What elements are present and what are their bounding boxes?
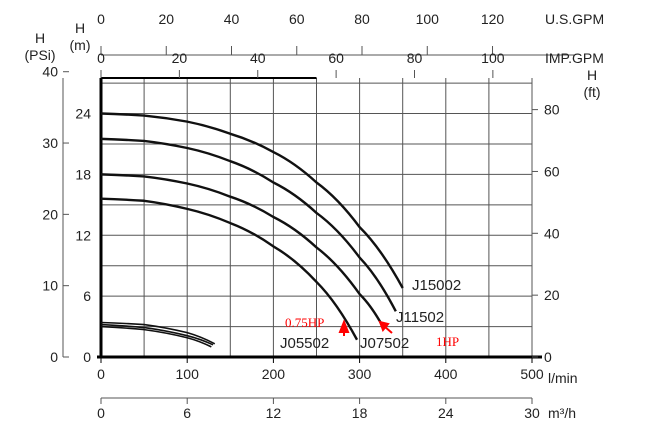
m-tick-label: 0 xyxy=(83,349,91,365)
psi-label-unit: (PSi) xyxy=(24,47,55,63)
curve-label-j07502: J07502 xyxy=(360,335,409,352)
m-label-unit: (m) xyxy=(70,37,91,53)
m3h-label: m³/h xyxy=(548,405,576,421)
usgpm-tick-label: 40 xyxy=(224,11,240,27)
usgpm-tick-label: 100 xyxy=(416,11,440,27)
curve-j15002 xyxy=(100,112,404,289)
ft-tick-label: 60 xyxy=(544,163,560,179)
m3h-tick-label: 24 xyxy=(438,405,454,421)
impgpm-label: IMP.GPM xyxy=(545,50,604,66)
usgpm-tick-label: 80 xyxy=(354,11,370,27)
m3h-tick-label: 30 xyxy=(524,405,540,421)
usgpm-tick-label: 0 xyxy=(97,11,105,27)
impgpm-tick-label: 80 xyxy=(407,50,423,66)
curve-label-j15002: J15002 xyxy=(412,277,461,294)
curve-small-5 xyxy=(100,323,214,346)
m3h-tick-label: 6 xyxy=(183,405,191,421)
ft-tick-label: 20 xyxy=(544,287,560,303)
impgpm-tick-label: 100 xyxy=(481,50,505,66)
psi-tick-label: 20 xyxy=(42,206,58,222)
curves xyxy=(100,112,404,348)
psi-tick-label: 40 xyxy=(42,64,58,80)
m3h-tick-label: 18 xyxy=(352,405,368,421)
psi-tick-label: 0 xyxy=(50,349,58,365)
m3h-tick-label: 0 xyxy=(97,405,105,421)
arrow-icon xyxy=(378,320,393,334)
m-label-h: H xyxy=(75,20,85,36)
arrow-icon xyxy=(338,319,350,336)
x-tick-label: 400 xyxy=(434,366,458,382)
impgpm-tick-label: 60 xyxy=(328,50,344,66)
m-tick-label: 24 xyxy=(75,106,91,122)
annotation-1hp: 1HP xyxy=(436,334,459,349)
impgpm-tick-label: 0 xyxy=(97,50,105,66)
impgpm-tick-label: 40 xyxy=(250,50,266,66)
labels: J15002 J11502 J07502 J05502 0.75HP 1HP xyxy=(280,277,461,352)
m-tick-label: 18 xyxy=(75,166,91,182)
curve-label-j05502: J05502 xyxy=(280,335,329,352)
curve-j05502 xyxy=(100,197,359,341)
psi-tick-label: 30 xyxy=(42,135,58,151)
ft-label-unit: (ft) xyxy=(583,84,600,100)
ft-label-h: H xyxy=(587,67,597,83)
m-tick-label: 12 xyxy=(75,227,91,243)
curve-j11502 xyxy=(100,137,397,312)
m-tick-label: 6 xyxy=(83,288,91,304)
ft-tick-label: 40 xyxy=(544,225,560,241)
ft-tick-label: 0 xyxy=(544,349,552,365)
x-tick-label: 200 xyxy=(262,366,286,382)
ft-tick-label: 80 xyxy=(544,102,560,118)
x-tick-label: 100 xyxy=(176,366,200,382)
lmin-label: l/min xyxy=(548,370,578,386)
usgpm-tick-label: 120 xyxy=(481,11,505,27)
usgpm-tick-label: 60 xyxy=(289,11,305,27)
curve-j07502 xyxy=(100,173,384,328)
curve-small-6 xyxy=(100,325,212,348)
impgpm-tick-label: 20 xyxy=(172,50,188,66)
curve-small-4 xyxy=(100,321,216,345)
usgpm-tick-label: 20 xyxy=(158,11,174,27)
x-tick-label: 500 xyxy=(520,366,544,382)
usgpm-label: U.S.GPM xyxy=(545,11,604,27)
psi-label-h: H xyxy=(35,30,45,46)
curve-label-j11502: J11502 xyxy=(396,309,444,326)
m3h-tick-label: 12 xyxy=(266,405,282,421)
psi-tick-label: 10 xyxy=(42,278,58,294)
annotation-075hp: 0.75HP xyxy=(285,315,324,330)
grid xyxy=(97,77,542,359)
x-tick-label: 0 xyxy=(97,366,105,382)
x-tick-label: 300 xyxy=(348,366,372,382)
